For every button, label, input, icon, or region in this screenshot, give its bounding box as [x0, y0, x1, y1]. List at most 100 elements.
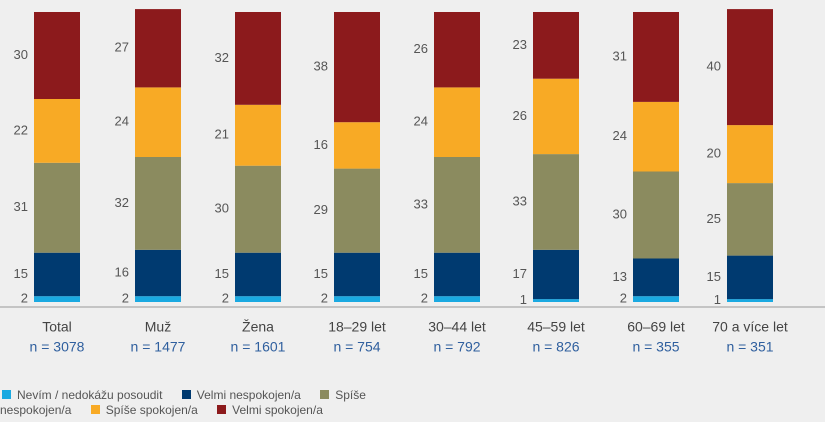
bar-segment	[633, 296, 679, 302]
bar-segment	[34, 162, 80, 253]
bar-segment	[533, 249, 579, 300]
n-label: n = 754	[333, 339, 380, 355]
bar-segment	[727, 183, 773, 256]
legend-item: Velmi nespokojen/a	[180, 388, 301, 402]
value-label: 30	[14, 47, 28, 62]
value-label: 31	[613, 48, 627, 63]
bar-segment	[334, 122, 380, 169]
value-label: 38	[314, 59, 328, 74]
bar-segment	[727, 125, 773, 184]
value-label: 2	[421, 291, 428, 306]
bar-segment	[235, 296, 281, 302]
value-label: 26	[414, 41, 428, 56]
category-label: 18–29 let	[328, 319, 386, 335]
legend-label: Spíše spokojen/a	[105, 403, 198, 417]
bar-segment	[135, 157, 181, 250]
legend-swatch	[181, 390, 191, 399]
bar-segment	[334, 252, 380, 297]
value-label: 24	[613, 128, 627, 143]
bar-segment	[235, 104, 281, 166]
value-label: 2	[222, 291, 229, 306]
legend-label: Velmi spokojen/a	[232, 403, 323, 417]
bar-segment	[727, 299, 773, 302]
bar-segment	[34, 99, 80, 163]
value-label: 26	[513, 108, 527, 123]
legend-item: Spíše nespokojen/a	[0, 388, 366, 417]
category-label: 30–44 let	[428, 319, 486, 335]
bar-segment	[434, 252, 480, 297]
value-label: 2	[21, 291, 28, 306]
bar-segment	[633, 12, 679, 102]
bar-segment	[434, 296, 480, 302]
value-label: 15	[414, 266, 428, 281]
category-label: 70 a více let	[712, 319, 788, 335]
value-label: 15	[314, 266, 328, 281]
bar-segment	[34, 296, 80, 302]
bar-segment	[434, 87, 480, 157]
bar-segment	[34, 252, 80, 297]
category-label: 45–59 let	[527, 319, 585, 335]
bar-segment	[135, 9, 181, 88]
category-label: Muž	[145, 319, 171, 335]
value-label: 1	[714, 292, 721, 307]
bar-segment	[135, 249, 181, 297]
value-label: 13	[613, 269, 627, 284]
bar-segment	[727, 255, 773, 300]
category-label: 60–69 let	[627, 319, 685, 335]
value-label: 2	[122, 291, 129, 306]
bar-segment	[235, 12, 281, 105]
value-label: 15	[14, 266, 28, 281]
value-label: 32	[215, 50, 229, 65]
value-label: 20	[707, 146, 721, 161]
bar-segment	[235, 252, 281, 297]
value-label: 30	[215, 201, 229, 216]
category-label: Total	[42, 319, 72, 335]
legend-swatch	[320, 390, 330, 399]
legend: Nevím / nedokážu posoudit Velmi nespokoj…	[0, 388, 430, 418]
value-label: 16	[314, 137, 328, 152]
bar-segment	[633, 171, 679, 259]
bar-segment	[633, 101, 679, 172]
value-label: 24	[414, 114, 428, 129]
value-label: 27	[115, 40, 129, 55]
legend-label: Velmi nespokojen/a	[196, 388, 301, 402]
bar-segment	[633, 258, 679, 297]
value-label: 30	[613, 206, 627, 221]
legend-item: Nevím / nedokážu posoudit	[0, 388, 162, 402]
n-label: n = 1601	[231, 339, 286, 355]
value-label: 22	[14, 122, 28, 137]
legend-item: Spíše spokojen/a	[89, 403, 198, 417]
value-label: 2	[321, 291, 328, 306]
value-label: 29	[314, 202, 328, 217]
bar-segment	[334, 168, 380, 253]
n-label: n = 3078	[30, 339, 85, 355]
value-label: 21	[215, 127, 229, 142]
n-label: n = 792	[433, 339, 480, 355]
value-label: 25	[707, 211, 721, 226]
bar-segment	[135, 296, 181, 302]
value-label: 31	[14, 199, 28, 214]
legend-label: Nevím / nedokážu posoudit	[17, 388, 163, 402]
value-label: 24	[115, 114, 129, 129]
bar-segment	[533, 12, 579, 79]
category-label: Žena	[242, 319, 274, 335]
n-label: n = 355	[632, 339, 679, 355]
bar-segment	[34, 12, 80, 99]
n-label: n = 351	[726, 339, 773, 355]
legend-swatch	[2, 390, 11, 399]
bar-segment	[334, 296, 380, 302]
legend-label: Spíše nespokojen/a	[0, 388, 366, 417]
bar-segment	[235, 165, 281, 253]
bar-segment	[334, 12, 380, 123]
bar-segment	[434, 157, 480, 253]
bar-segment	[727, 9, 773, 126]
n-label: n = 826	[532, 339, 579, 355]
value-label: 17	[513, 266, 527, 281]
legend-swatch	[217, 405, 227, 414]
value-label: 16	[115, 264, 129, 279]
value-label: 2	[620, 291, 627, 306]
value-label: 15	[707, 269, 721, 284]
value-label: 15	[215, 266, 229, 281]
